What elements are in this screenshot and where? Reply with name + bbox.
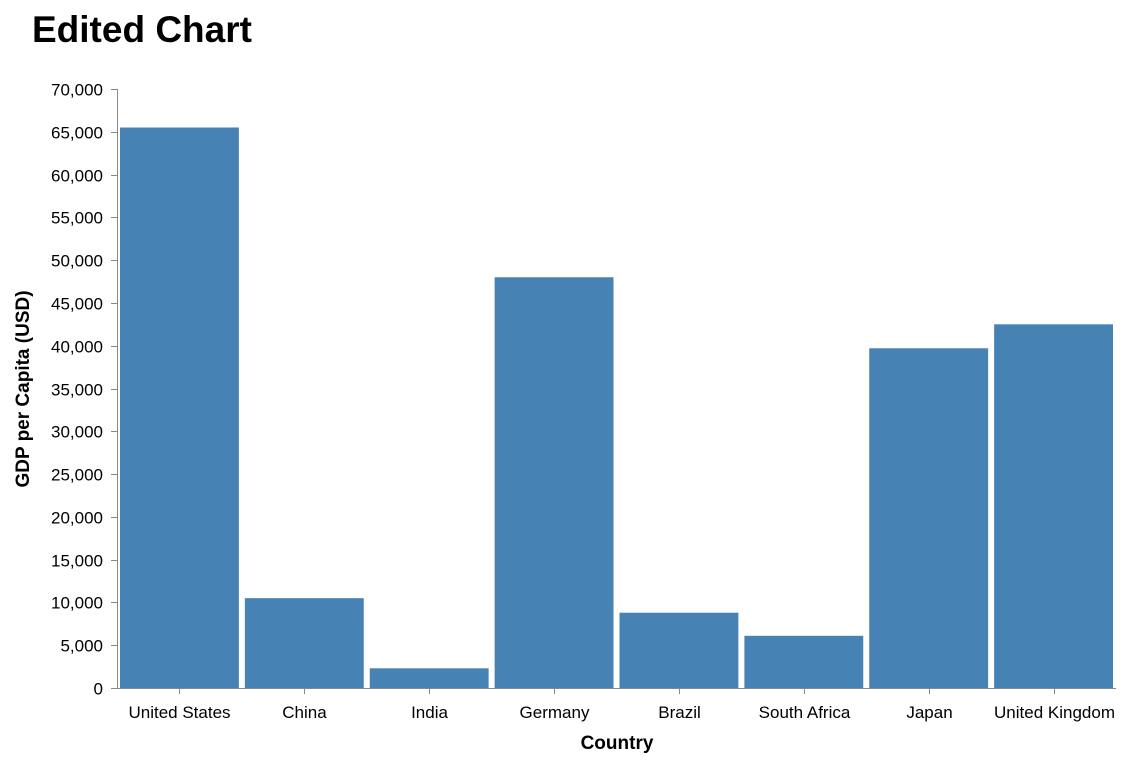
y-tick-label: 60,000	[51, 167, 103, 186]
bars-group	[120, 127, 1113, 688]
x-axis: United States China India Germany Brazil Sout…	[117, 688, 1116, 722]
y-tick-label: 15,000	[51, 552, 103, 571]
y-tick-label: 20,000	[51, 509, 103, 528]
bar-china	[244, 598, 364, 688]
bar-united-kingdom	[994, 324, 1113, 688]
x-tick-label: United States	[128, 703, 230, 722]
chart-title: Edited Chart	[32, 9, 252, 50]
x-tick-label: Brazil	[658, 703, 701, 722]
y-axis: 0 5,000 10,000 15,000 20,000 25,000 30,000 35,0…	[51, 81, 118, 699]
x-axis-title: Country	[581, 733, 654, 754]
x-tick-label: Japan	[906, 703, 952, 722]
y-tick-label: 0	[94, 680, 103, 699]
x-tick-label: United Kingdom	[994, 703, 1115, 722]
y-axis-title: GDP per Capita (USD)	[13, 290, 34, 487]
y-tick-label: 65,000	[51, 124, 103, 143]
bar-south-africa	[744, 635, 864, 688]
y-tick-label: 55,000	[51, 209, 103, 228]
y-tick-label: 30,000	[51, 423, 103, 442]
y-tick-label: 5,000	[60, 637, 103, 656]
y-tick-label: 40,000	[51, 338, 103, 357]
y-tick-label: 45,000	[51, 295, 103, 314]
bar-united-states	[120, 127, 239, 688]
x-tick-label: India	[411, 703, 448, 722]
x-tick-label: Germany	[520, 703, 590, 722]
y-tick-label: 70,000	[51, 81, 103, 100]
x-tick-label: China	[282, 703, 327, 722]
y-tick-label: 25,000	[51, 466, 103, 485]
x-tick-label: South Africa	[759, 703, 851, 722]
y-tick-label: 35,000	[51, 381, 103, 400]
bar-india	[369, 668, 489, 688]
y-tick-label: 10,000	[51, 594, 103, 613]
bar-brazil	[619, 612, 739, 688]
y-tick-label: 50,000	[51, 252, 103, 271]
bar-japan	[869, 348, 989, 688]
bar-germany	[494, 277, 614, 688]
